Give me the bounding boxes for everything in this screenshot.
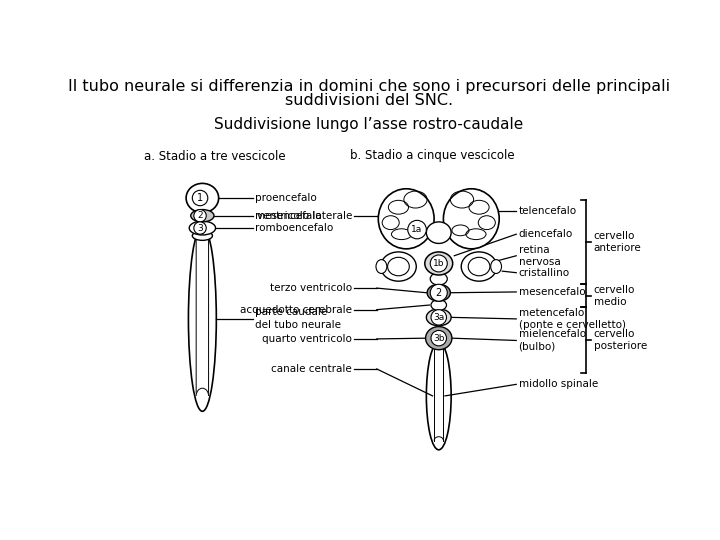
Text: quarto ventricolo: quarto ventricolo [262,334,352,344]
Circle shape [194,222,206,234]
Circle shape [408,220,426,239]
Text: 1a: 1a [411,225,423,234]
Text: cristallino: cristallino [518,268,570,278]
Ellipse shape [462,252,497,281]
Ellipse shape [186,184,219,213]
Text: telencefalo: telencefalo [518,206,577,216]
Text: Suddivisione lungo l’asse rostro-caudale: Suddivisione lungo l’asse rostro-caudale [215,117,523,132]
Ellipse shape [381,252,416,281]
Text: mielencefalo
(bulbo): mielencefalo (bulbo) [518,329,585,352]
Ellipse shape [426,309,451,326]
Circle shape [431,284,447,301]
Text: 1: 1 [197,193,203,203]
Ellipse shape [425,252,453,275]
Ellipse shape [387,257,409,276]
Circle shape [194,210,206,222]
Ellipse shape [431,273,447,285]
Text: 3a: 3a [433,313,444,322]
Ellipse shape [427,284,451,301]
Text: cervello
posteriore: cervello posteriore [594,329,647,352]
Text: proencefalo: proencefalo [255,193,317,203]
Ellipse shape [376,260,387,273]
Text: a. Stadio a tre vescicole: a. Stadio a tre vescicole [144,150,286,163]
Ellipse shape [490,260,502,273]
Circle shape [431,330,446,346]
Text: 3: 3 [197,224,203,233]
Text: romboencefalo: romboencefalo [255,223,333,233]
Circle shape [431,255,447,272]
Text: 2: 2 [197,211,203,220]
Text: canale centrale: canale centrale [271,364,352,374]
Text: retina
nervosa: retina nervosa [518,245,560,267]
Ellipse shape [431,300,446,310]
Circle shape [431,309,446,325]
Text: mesencefalo: mesencefalo [255,211,322,221]
Ellipse shape [191,210,214,222]
Text: b. Stadio a cinque vescicole: b. Stadio a cinque vescicole [350,150,514,163]
Ellipse shape [378,189,434,249]
Text: mesencefalo: mesencefalo [518,287,585,297]
Text: cervello
medio: cervello medio [594,285,635,307]
Text: midollo spinale: midollo spinale [518,379,598,389]
Text: 2: 2 [436,288,442,298]
Ellipse shape [468,257,490,276]
Text: terzo ventricolo: terzo ventricolo [270,283,352,293]
Text: ventricolo laterale: ventricolo laterale [256,212,352,221]
Text: 3b: 3b [433,334,444,343]
Ellipse shape [189,221,215,235]
Text: acquedotto cerebrale: acquedotto cerebrale [240,305,352,315]
Ellipse shape [426,327,452,350]
Ellipse shape [189,226,216,411]
Ellipse shape [192,231,212,240]
Text: 1b: 1b [433,259,444,268]
Ellipse shape [426,222,451,244]
Text: parte caudale
del tubo neurale: parte caudale del tubo neurale [255,307,341,330]
Text: Il tubo neurale si differenzia in domini che sono i precursori delle principali: Il tubo neurale si differenzia in domini… [68,79,670,93]
Ellipse shape [444,189,499,249]
Text: suddivisioni del SNC.: suddivisioni del SNC. [285,92,453,107]
Text: metencefalo
(ponte e cervelletto): metencefalo (ponte e cervelletto) [518,308,626,330]
Text: cervello
anteriore: cervello anteriore [594,231,642,253]
Ellipse shape [426,342,451,450]
Circle shape [192,190,208,206]
Text: diencefalo: diencefalo [518,229,573,239]
